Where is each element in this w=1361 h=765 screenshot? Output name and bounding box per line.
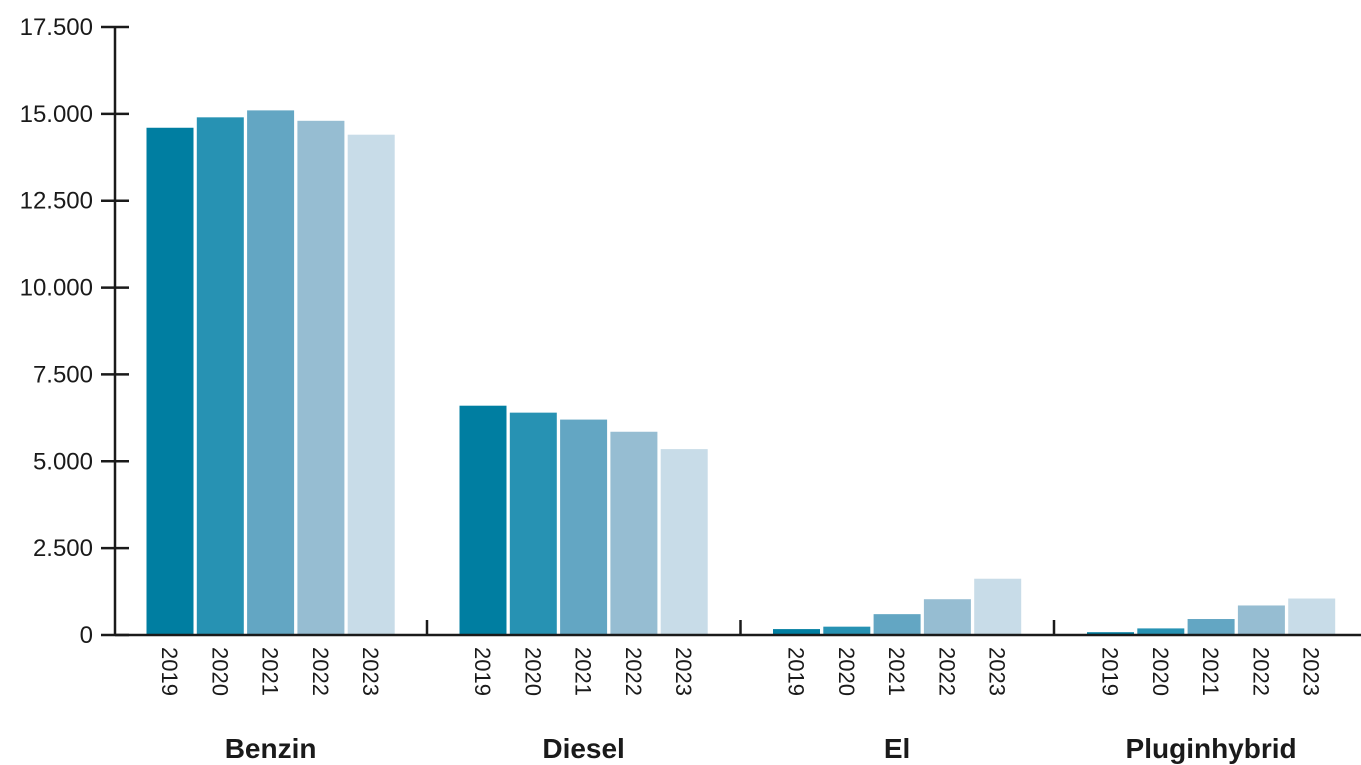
x-tick-label: 2019 — [784, 647, 809, 696]
bar-el-2020 — [823, 626, 871, 635]
bar-el-2022 — [923, 599, 971, 635]
x-tick-label: 2020 — [207, 647, 232, 696]
x-tick-label: 2023 — [985, 647, 1010, 696]
y-tick-label: 7.500 — [33, 361, 93, 388]
y-tick-label: 15.000 — [20, 101, 93, 128]
y-tick-label: 0 — [80, 622, 93, 649]
x-tick-label: 2019 — [1098, 647, 1123, 696]
bar-el-2021 — [873, 614, 921, 635]
bars-layer — [146, 110, 1336, 636]
x-tick-label: 2022 — [1248, 647, 1273, 696]
bar-pluginhybrid-2023 — [1288, 598, 1336, 635]
bar-diesel-2020 — [509, 412, 557, 635]
bar-diesel-2022 — [610, 431, 658, 635]
category-label-benzin: Benzin — [225, 733, 317, 764]
y-tick-label: 2.500 — [33, 535, 93, 562]
bar-pluginhybrid-2021 — [1187, 619, 1235, 635]
x-tick-label: 2022 — [621, 647, 646, 696]
bar-benzin-2022 — [297, 120, 345, 635]
bar-diesel-2021 — [560, 419, 608, 635]
x-tick-label: 2021 — [1198, 647, 1223, 696]
bar-benzin-2019 — [146, 127, 194, 636]
x-tick-label: 2021 — [571, 647, 596, 696]
bar-pluginhybrid-2019 — [1087, 632, 1134, 635]
category-label-diesel: Diesel — [542, 733, 625, 764]
y-tick-label: 17.500 — [20, 14, 93, 41]
x-tick-label: 2020 — [1148, 647, 1173, 696]
x-tick-label: 2022 — [934, 647, 959, 696]
x-tick-label: 2023 — [671, 647, 696, 696]
x-tick-label: 2021 — [258, 647, 283, 696]
axes-layer — [101, 25, 1361, 637]
bar-pluginhybrid-2020 — [1137, 628, 1185, 635]
x-tick-label: 2023 — [1299, 647, 1324, 696]
bar-el-2023 — [974, 578, 1022, 635]
x-tick-label: 2020 — [834, 647, 859, 696]
y-tick-label: 5.000 — [33, 448, 93, 475]
bar-benzin-2021 — [247, 110, 295, 635]
bar-el-2019 — [773, 629, 820, 635]
x-tick-label: 2023 — [358, 647, 383, 696]
bar-pluginhybrid-2022 — [1237, 605, 1285, 635]
labels-layer: 2019 2020 2021 2022 2023 Benzin 2019 2020 2021 20… — [20, 14, 1324, 764]
x-tick-label: 2020 — [520, 647, 545, 696]
category-label-pluginhybrid: Pluginhybrid — [1126, 733, 1297, 764]
bar-diesel-2023 — [660, 449, 708, 635]
y-tick-label: 10.000 — [20, 275, 93, 302]
x-tick-label: 2019 — [157, 647, 182, 696]
x-tick-label: 2022 — [308, 647, 333, 696]
bar-diesel-2019 — [459, 405, 507, 635]
category-label-el: El — [884, 733, 910, 764]
bar-benzin-2020 — [196, 117, 244, 636]
bar-benzin-2023 — [347, 134, 395, 635]
x-tick-label: 2019 — [470, 647, 495, 696]
y-tick-label: 12.500 — [20, 188, 93, 215]
x-tick-label: 2021 — [884, 647, 909, 696]
